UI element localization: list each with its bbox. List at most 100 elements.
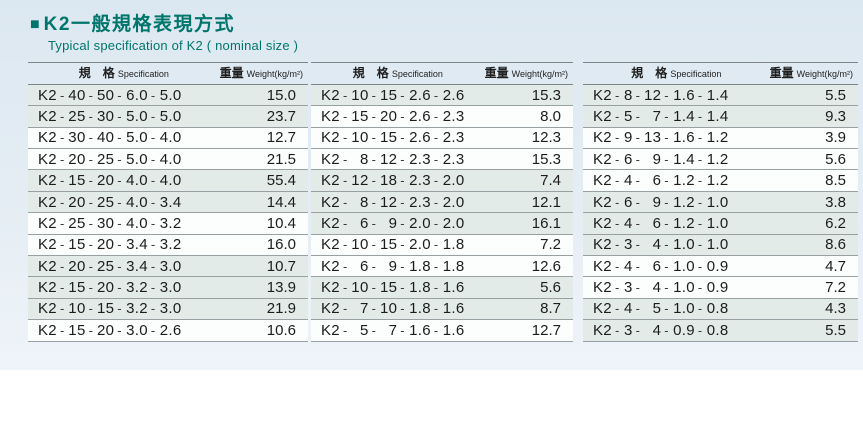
spec-number: 9	[388, 214, 398, 232]
dash-separator: -	[697, 130, 703, 146]
dash-separator: -	[400, 301, 405, 317]
weight-header-en: Weight(kg/m²)	[246, 69, 303, 80]
dash-separator: -	[614, 280, 620, 296]
table-row: K2-8-12-1.6-1.4 5.5	[583, 84, 858, 107]
weight-cell: 3.8	[825, 193, 846, 211]
dash-separator: -	[117, 258, 122, 274]
spec-number: 25	[96, 257, 115, 275]
spec-number: 2.0	[409, 214, 431, 232]
dash-separator: -	[150, 258, 156, 274]
dash-separator: -	[635, 258, 641, 274]
spec-cell: K2-10-15-1.8-1.6	[311, 279, 507, 296]
weight-cell: 55.4	[266, 172, 296, 190]
spec-number: 15	[68, 172, 86, 190]
dash-separator: -	[433, 151, 439, 167]
dash-separator: -	[400, 215, 405, 231]
spec-number: 1.4	[706, 86, 729, 104]
spec-number: 3.4	[159, 193, 182, 211]
weight-cell: 16.1	[531, 214, 561, 232]
dash-separator: -	[342, 87, 348, 103]
dash-separator: -	[664, 301, 669, 317]
weight-cell: 5.6	[540, 279, 561, 297]
dash-separator: -	[400, 258, 405, 274]
weight-cell: 13.9	[266, 279, 296, 297]
spec-number: 2.6	[159, 321, 182, 339]
page-whitespace	[0, 370, 863, 435]
spec-number: 18	[379, 172, 398, 190]
spec-number: 6	[623, 193, 633, 211]
spec-cell: K2-10-15-2.6-2.3	[311, 129, 507, 146]
spec-number: 1.6	[442, 300, 465, 318]
spec-number: 5.0	[159, 107, 182, 125]
table-row: K2-8-12-2.3-2.3 15.3	[311, 149, 573, 171]
dash-separator: -	[433, 280, 439, 296]
spec-number: 1.6	[409, 321, 431, 339]
dash-separator: -	[88, 258, 94, 274]
dash-separator: -	[371, 108, 377, 124]
spec-number: 4.0	[126, 193, 148, 211]
dash-separator: -	[614, 194, 620, 210]
table-row: K2-10-15-2.6-2.6 15.3	[311, 84, 573, 107]
dash-separator: -	[150, 215, 156, 231]
spec-number: 6	[652, 172, 662, 190]
dash-separator: -	[342, 301, 348, 317]
spec-number: 20	[68, 257, 86, 275]
spec-cell: K2-10-15-2.0-1.8	[311, 236, 507, 253]
spec-cell: K2-6-9-1.4-1.2	[583, 151, 792, 168]
dash-separator: -	[664, 151, 669, 167]
spec-prefix: K2	[38, 300, 57, 318]
spec-number: 4.0	[126, 214, 148, 232]
dash-separator: -	[59, 322, 65, 338]
spec-number: 2.6	[409, 129, 431, 147]
table-row: K2-10-15-2.0-1.8 7.2	[311, 234, 573, 257]
dash-separator: -	[371, 301, 377, 317]
spec-cell: K2-10-15-2.6-2.6	[311, 87, 507, 104]
spec-number: 4	[623, 172, 633, 190]
weight-cell: 12.1	[531, 193, 561, 211]
dash-separator: -	[150, 130, 156, 146]
table-row: K2-15-20-3.4-3.2 16.0	[28, 234, 308, 257]
spec-cell: K2-6-9-1.8-1.8	[311, 258, 507, 275]
dash-separator: -	[635, 322, 641, 338]
dash-separator: -	[433, 130, 439, 146]
dash-separator: -	[614, 151, 620, 167]
spec-number: 6	[359, 257, 369, 275]
table-row: K2-6-9-2.0-2.0 16.1	[311, 213, 573, 235]
weight-cell: 15.0	[266, 86, 296, 104]
spec-prefix: K2	[321, 150, 340, 168]
dash-separator: -	[433, 322, 439, 338]
spec-prefix: K2	[38, 86, 57, 104]
dash-separator: -	[371, 151, 377, 167]
spec-prefix: K2	[38, 257, 57, 275]
spec-number: 6.0	[126, 86, 148, 104]
dash-separator: -	[59, 108, 65, 124]
dash-separator: -	[433, 215, 439, 231]
weight-cell: 9.3	[825, 107, 846, 125]
spec-cell: K2-6-9-1.2-1.0	[583, 194, 792, 211]
spec-number: 1.2	[706, 129, 729, 147]
spec-table-3: 規 格 Specification 重量 Weight(kg/m²) K2-8-12…	[583, 61, 858, 342]
weight-cell: 4.7	[825, 257, 846, 275]
spec-prefix: K2	[38, 321, 57, 339]
spec-cell: K2-10-15-3.2-3.0	[28, 300, 242, 317]
spec-number: 0.9	[673, 321, 695, 339]
page-subtitle: Typical specification of K2 ( nominal si…	[48, 37, 299, 53]
dash-separator: -	[150, 151, 156, 167]
spec-column-header: 規 格 Specification	[583, 64, 770, 82]
spec-number: 20	[96, 321, 115, 339]
dash-separator: -	[697, 173, 703, 189]
spec-prefix: K2	[593, 172, 612, 190]
weight-cell: 7.2	[825, 279, 846, 297]
dash-separator: -	[635, 237, 641, 253]
dash-separator: -	[614, 87, 620, 103]
spec-prefix: K2	[321, 129, 340, 147]
dash-separator: -	[371, 215, 377, 231]
spec-prefix: K2	[321, 321, 340, 339]
table-row: K2-4-6-1.2-1.0 6.2	[583, 213, 858, 235]
spec-cell: K2-15-20-2.6-2.3	[311, 108, 507, 125]
weight-cell: 21.5	[266, 150, 296, 168]
dash-separator: -	[342, 258, 348, 274]
spec-cell: K2-25-30-4.0-3.2	[28, 215, 242, 232]
spec-number: 3.2	[126, 300, 148, 318]
dash-separator: -	[88, 87, 94, 103]
